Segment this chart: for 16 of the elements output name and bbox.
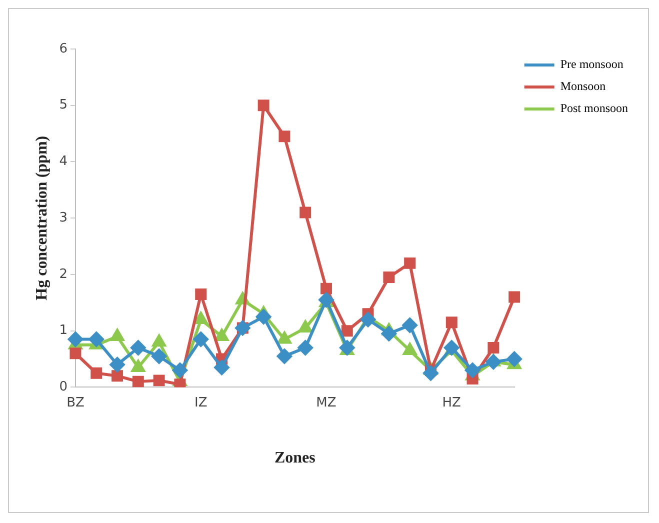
x-tick-label: IZ — [194, 395, 208, 410]
y-tick-label: 3 — [59, 210, 68, 226]
y-tick-label: 0 — [59, 380, 68, 395]
y-tick-label: 1 — [59, 323, 68, 338]
legend-label: Pre monsoon — [560, 57, 624, 72]
x-tick-label: BZ — [66, 395, 84, 410]
y-axis-title: Hg concentration (ppm) — [34, 136, 51, 300]
y-tick-label: 6 — [59, 41, 68, 56]
x-axis-title: Zones — [274, 450, 316, 467]
x-tick-label: HZ — [442, 395, 462, 410]
x-tick-label: MZ — [316, 395, 336, 410]
legend-label: Post monsoon — [560, 101, 628, 116]
y-tick-label: 5 — [59, 98, 68, 113]
legend-label: Monsoon — [560, 79, 606, 94]
y-tick-label: 2 — [59, 266, 68, 282]
y-tick-label: 4 — [59, 154, 68, 170]
